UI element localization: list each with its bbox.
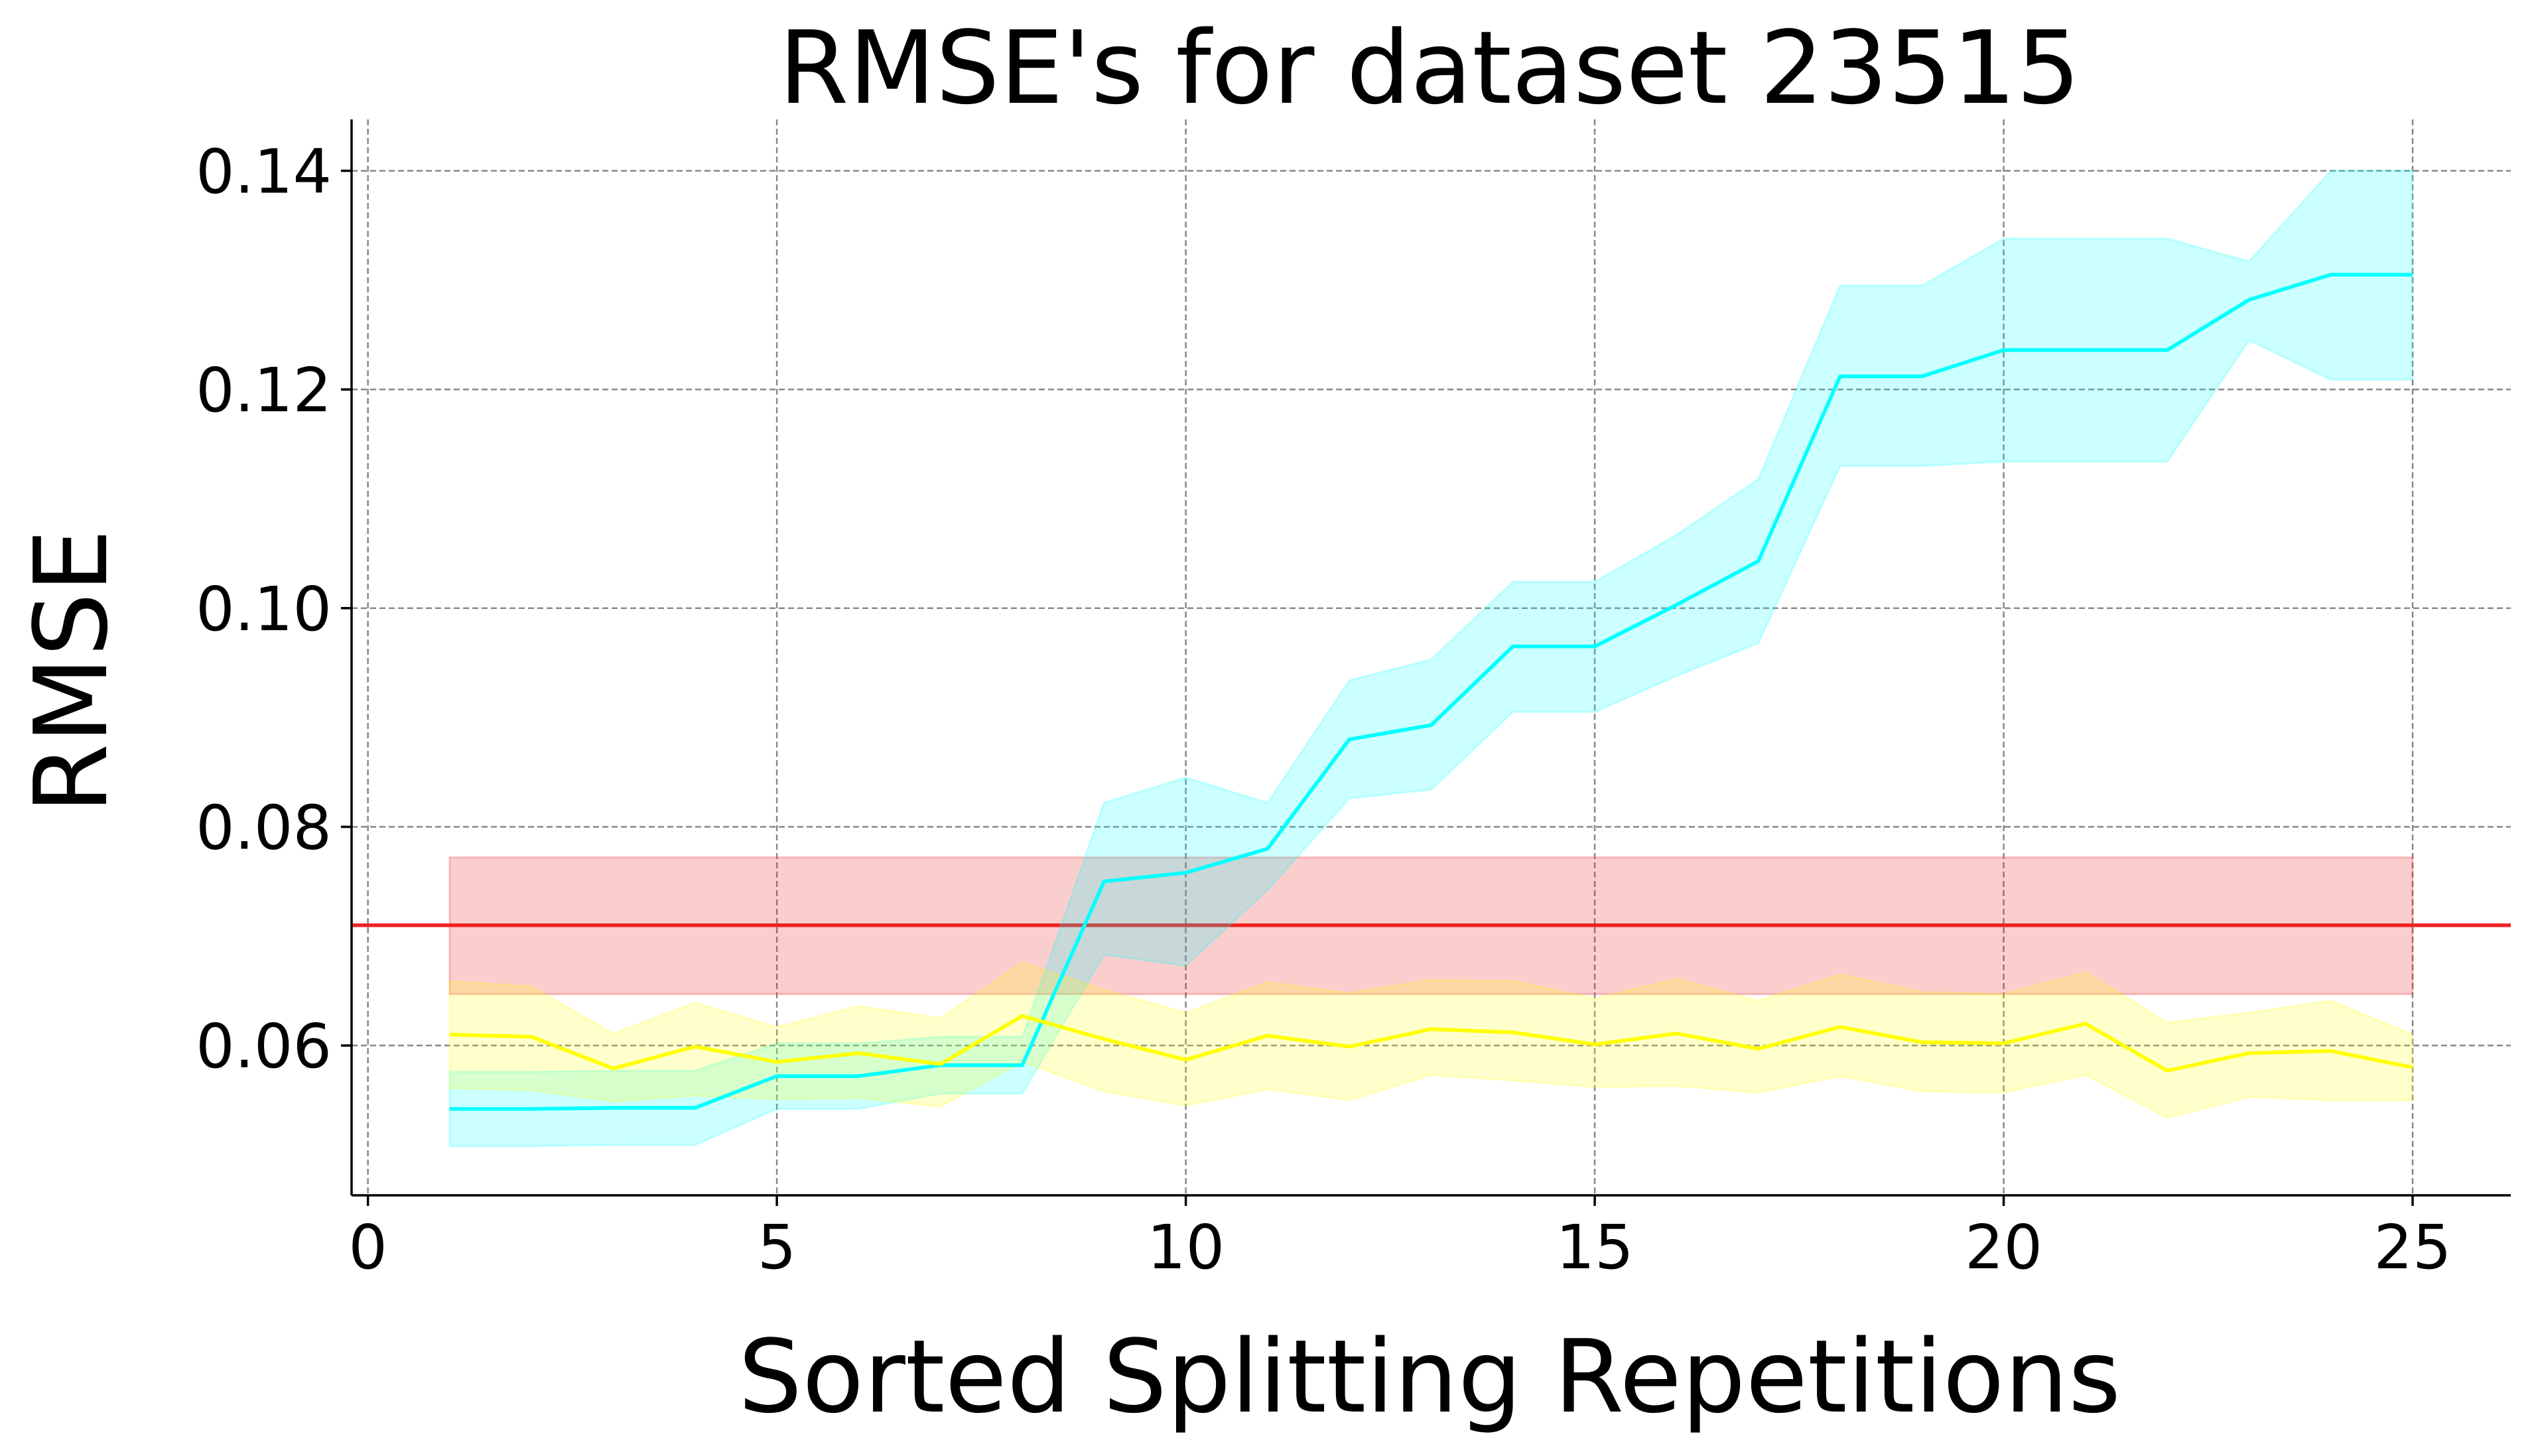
axes-layer xyxy=(350,119,2511,1197)
y-tick-label-1: 0.08 xyxy=(196,792,332,863)
reference-layer xyxy=(352,856,2511,996)
chart-title: RMSE's for dataset 23515 xyxy=(779,9,2080,127)
bands-layer xyxy=(448,169,2414,1148)
x-tick-label-4: 20 xyxy=(1965,1212,2042,1283)
series-1-band xyxy=(448,961,2414,1119)
y-ticks: 0.06 0.08 0.10 0.12 0.14 xyxy=(196,136,352,1082)
x-axis-title: Sorted Splitting Repetitions xyxy=(738,1318,2121,1435)
y-tick-label-3: 0.12 xyxy=(196,355,332,426)
series-0-line xyxy=(449,273,2413,1111)
x-tick-label-1: 5 xyxy=(758,1212,797,1283)
x-ticks: 0 5 10 15 20 25 xyxy=(348,1195,2452,1283)
lines-layer xyxy=(449,273,2413,1111)
series-1-line xyxy=(449,1014,2413,1073)
y-tick-label-0: 0.06 xyxy=(196,1011,332,1082)
y-tick-label-2: 0.10 xyxy=(196,574,332,645)
series-0-band xyxy=(448,169,2414,1148)
y-axis-title: RMSE xyxy=(13,529,130,813)
x-tick-label-0: 0 xyxy=(348,1212,387,1283)
grid-lines xyxy=(352,119,2511,1195)
x-tick-label-2: 10 xyxy=(1147,1212,1225,1283)
x-tick-label-3: 15 xyxy=(1556,1212,1634,1283)
y-tick-label-4: 0.14 xyxy=(196,136,332,207)
x-tick-label-5: 25 xyxy=(2374,1212,2452,1283)
